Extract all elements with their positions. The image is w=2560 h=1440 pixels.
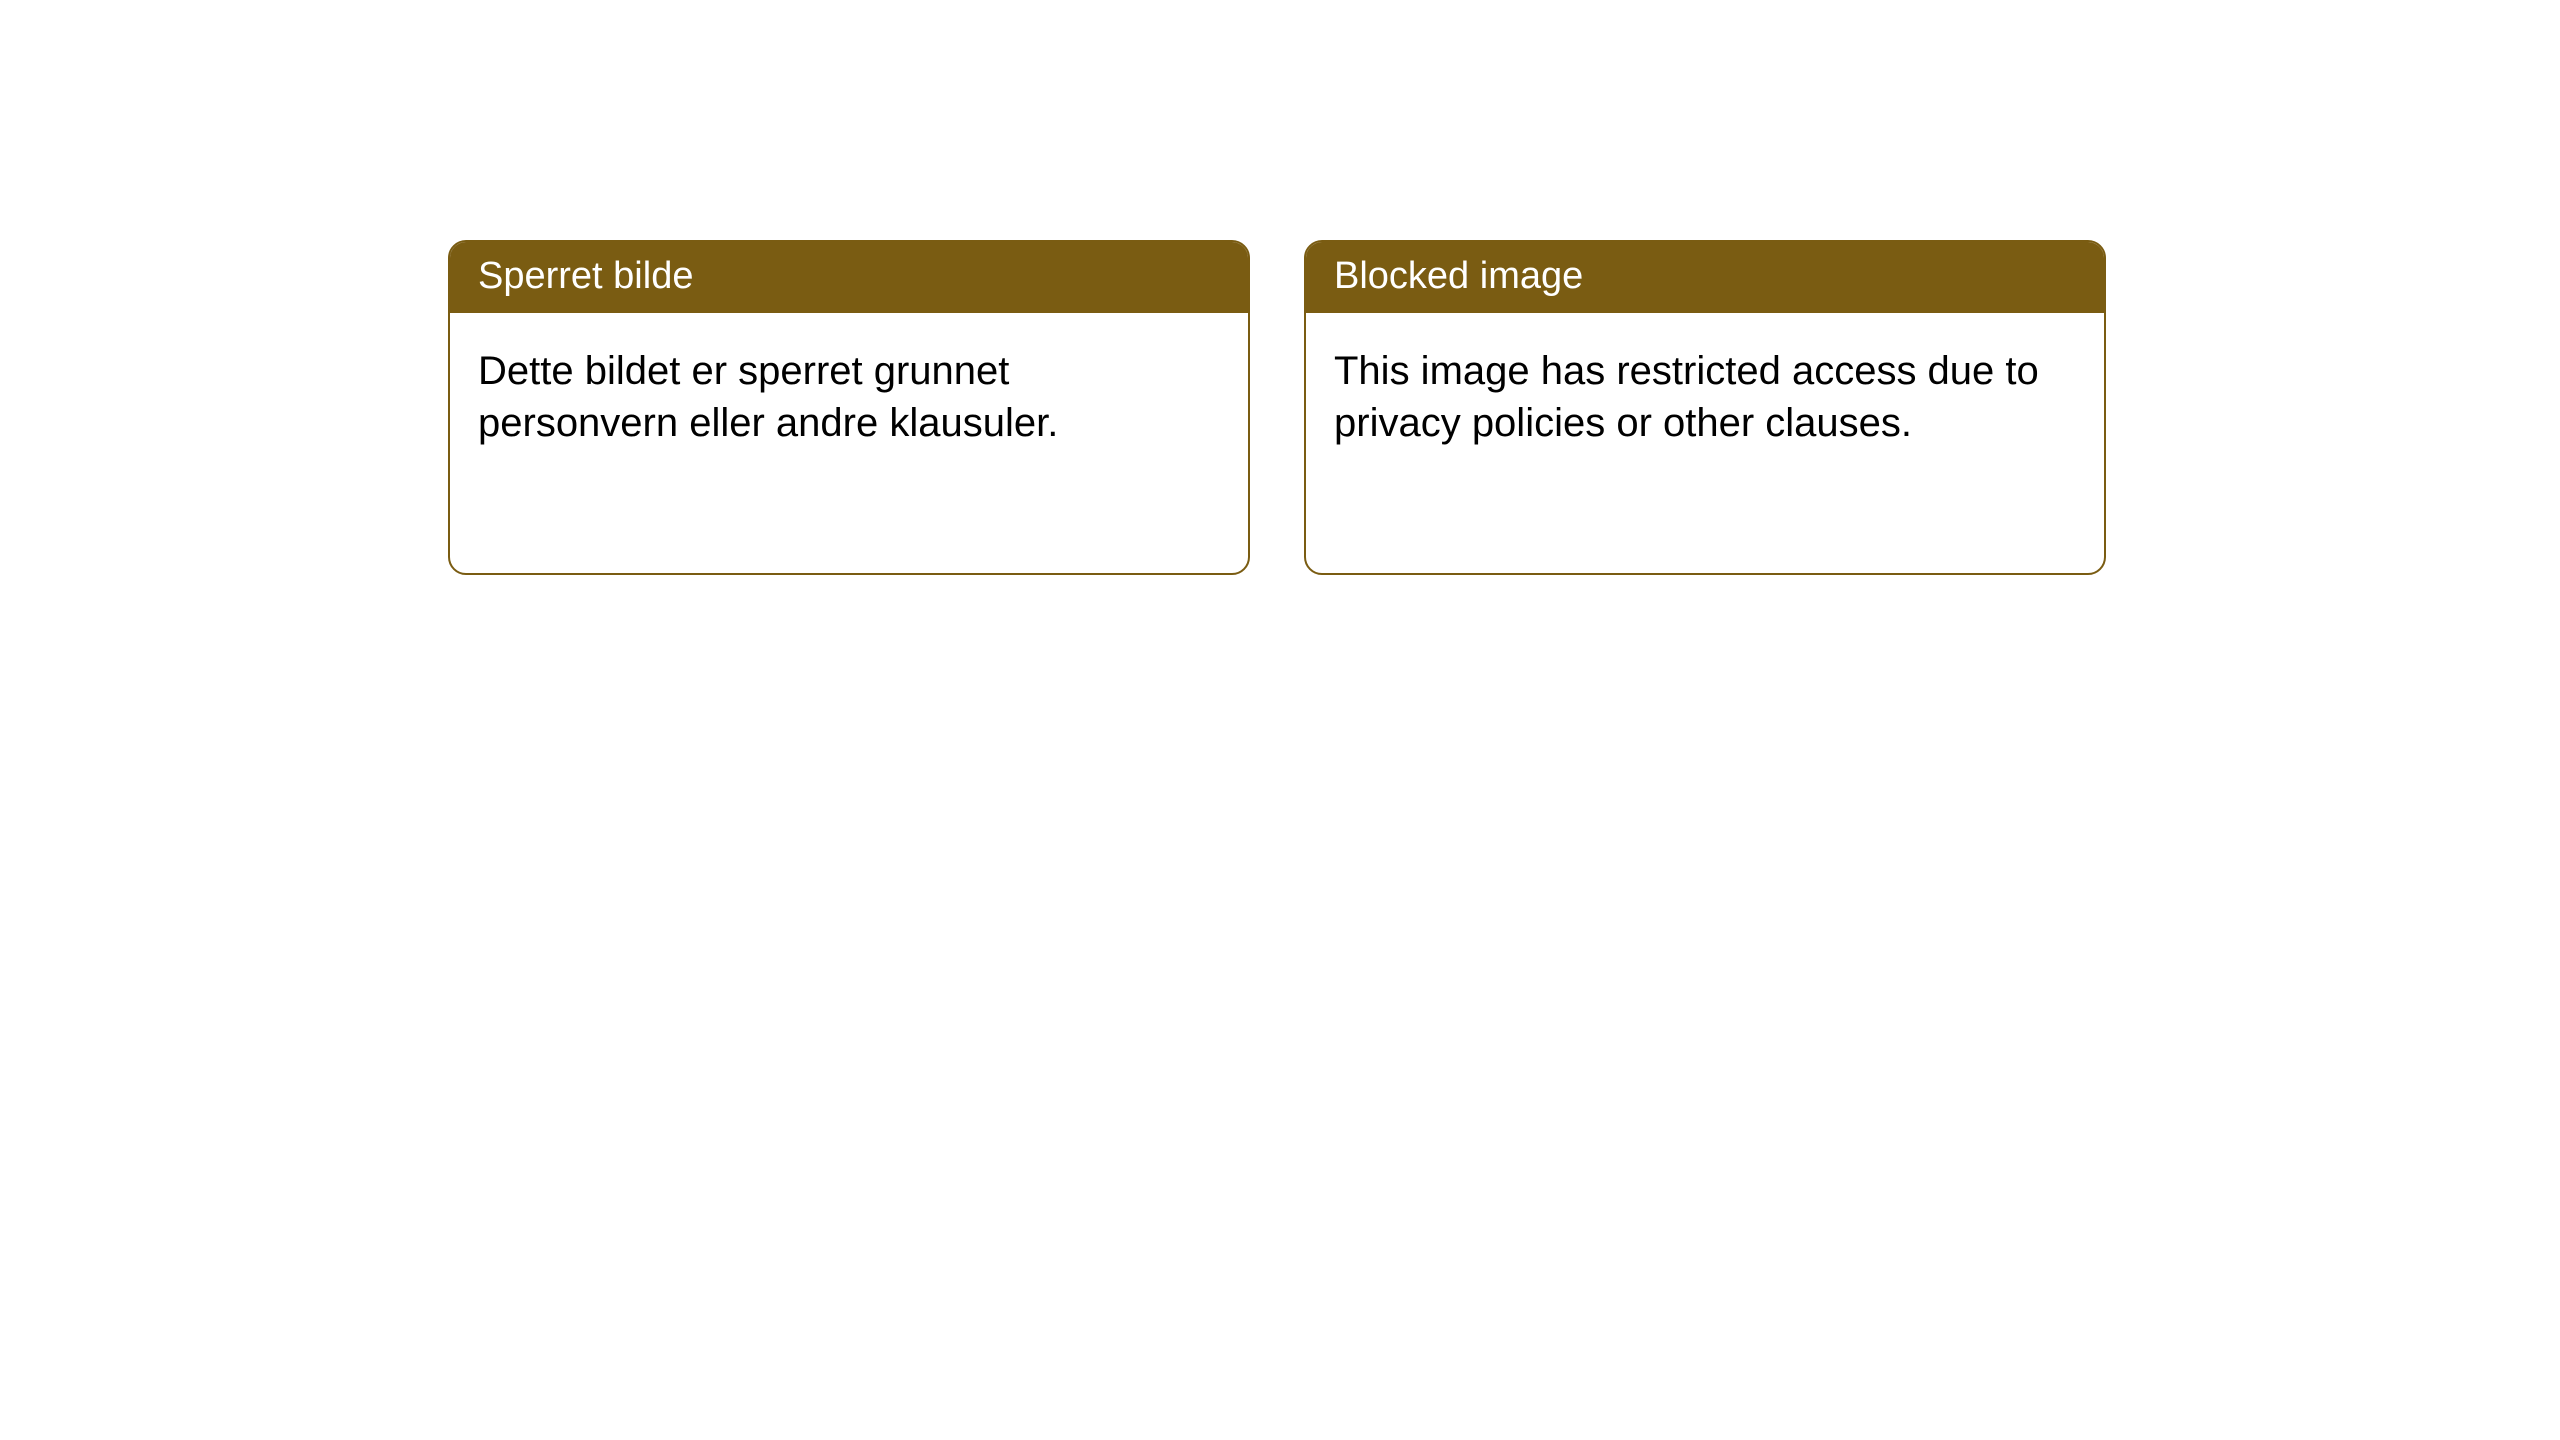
notice-header: Sperret bilde [450,242,1248,313]
notice-header: Blocked image [1306,242,2104,313]
notice-card-english: Blocked image This image has restricted … [1304,240,2106,575]
notice-body: This image has restricted access due to … [1306,313,2104,481]
notice-card-norwegian: Sperret bilde Dette bildet er sperret gr… [448,240,1250,575]
notice-body: Dette bildet er sperret grunnet personve… [450,313,1248,481]
notice-container: Sperret bilde Dette bildet er sperret gr… [0,0,2560,575]
